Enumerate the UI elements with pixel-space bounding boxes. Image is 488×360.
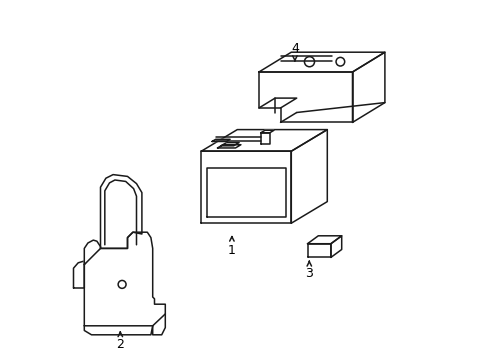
Polygon shape <box>101 175 142 248</box>
Polygon shape <box>84 232 165 326</box>
Polygon shape <box>260 133 269 144</box>
Polygon shape <box>258 72 352 122</box>
Polygon shape <box>217 145 241 148</box>
Polygon shape <box>260 130 273 133</box>
Text: 4: 4 <box>290 42 298 61</box>
Text: 2: 2 <box>116 332 124 351</box>
Polygon shape <box>221 143 239 146</box>
Polygon shape <box>258 52 384 72</box>
Polygon shape <box>201 130 326 151</box>
Text: 1: 1 <box>227 237 235 257</box>
Polygon shape <box>84 240 101 265</box>
Polygon shape <box>352 52 384 122</box>
Polygon shape <box>212 139 230 141</box>
Polygon shape <box>307 244 330 257</box>
Polygon shape <box>330 236 341 257</box>
Text: 3: 3 <box>305 261 313 280</box>
Polygon shape <box>291 130 326 223</box>
Polygon shape <box>201 151 291 223</box>
Polygon shape <box>307 236 341 244</box>
Polygon shape <box>73 261 84 288</box>
